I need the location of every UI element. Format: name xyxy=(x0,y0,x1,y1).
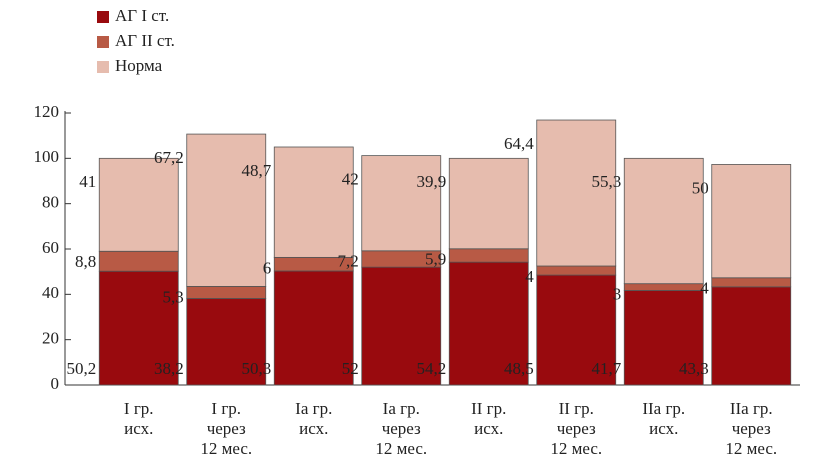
x-tick-label: IIa гр. исх. xyxy=(642,399,685,438)
bar-segment xyxy=(273,270,354,386)
bar-segment xyxy=(711,164,792,279)
legend-swatch xyxy=(97,61,109,73)
y-tick-label: 20 xyxy=(42,329,59,348)
value-label: 6 xyxy=(263,258,272,277)
value-label: 3 xyxy=(613,285,622,304)
x-tick-line: IIa гр. xyxy=(642,399,685,418)
x-tick-line: Ia гр. xyxy=(295,399,332,418)
value-label: 4 xyxy=(700,279,709,298)
x-tick-line: исх. xyxy=(299,419,328,438)
bar-segment xyxy=(536,274,617,386)
value-label: 41 xyxy=(79,172,96,191)
y-tick-label: 120 xyxy=(34,102,60,121)
x-tick-line: I гр. xyxy=(124,399,154,418)
value-label: 50,3 xyxy=(242,359,272,378)
x-tick-line: Ia гр. xyxy=(383,399,420,418)
bar-segment xyxy=(536,265,617,276)
legend-swatch xyxy=(97,11,109,23)
value-label: 5,3 xyxy=(163,287,184,306)
value-label: 41,7 xyxy=(592,359,622,378)
y-tick-label: 60 xyxy=(42,238,59,257)
x-tick-label: II гр. через 12 мес. xyxy=(550,399,602,458)
x-tick-label: I гр. исх. xyxy=(124,399,154,438)
x-tick-line: II гр. xyxy=(559,399,594,418)
x-tick-line: 12 мес. xyxy=(200,439,252,458)
value-label: 54,2 xyxy=(417,359,447,378)
x-tick-line: II гр. xyxy=(471,399,506,418)
x-tick-line: I гр. xyxy=(211,399,241,418)
x-tick-label: Ia гр. исх. xyxy=(295,399,332,438)
bar-segment xyxy=(186,285,267,299)
x-tick-label: II гр. исх. xyxy=(471,399,506,438)
value-label: 39,9 xyxy=(417,172,447,191)
x-tick-line: исх. xyxy=(649,419,678,438)
value-label: 64,4 xyxy=(504,134,534,153)
bar-segment xyxy=(361,155,442,252)
value-label: 48,5 xyxy=(504,359,534,378)
value-label: 42 xyxy=(342,170,359,189)
value-label: 43,3 xyxy=(679,359,709,378)
x-tick-label: IIa гр. через 12 мес. xyxy=(725,399,777,458)
bar-segment xyxy=(711,277,792,288)
bar-segment xyxy=(623,157,704,285)
x-tick-line: 12 мес. xyxy=(550,439,602,458)
value-label: 50,2 xyxy=(67,359,97,378)
bar-segment xyxy=(448,157,529,250)
value-label: 8,8 xyxy=(75,252,96,271)
legend-label: АГ II ст. xyxy=(115,31,175,50)
bar-segment xyxy=(536,119,617,267)
x-tick-line: 12 мес. xyxy=(725,439,777,458)
x-tick-line: через xyxy=(732,419,771,438)
x-tick-line: через xyxy=(207,419,246,438)
x-tick-label: Ia гр. через 12 мес. xyxy=(375,399,427,458)
bar-segment xyxy=(273,146,354,258)
value-label: 48,7 xyxy=(242,161,272,180)
bar-segment xyxy=(711,286,792,386)
bar-segment xyxy=(186,298,267,386)
value-label: 55,3 xyxy=(592,172,622,191)
value-label: 38,2 xyxy=(154,359,184,378)
x-tick-line: 12 мес. xyxy=(375,439,427,458)
legend-swatch xyxy=(97,36,109,48)
value-label: 4 xyxy=(525,267,534,286)
value-label: 5,9 xyxy=(425,250,446,269)
value-label: 67,2 xyxy=(154,148,184,167)
value-label: 7,2 xyxy=(338,252,359,271)
x-tick-line: IIa гр. xyxy=(730,399,773,418)
bar-segment xyxy=(186,133,267,287)
legend-label: АГ I ст. xyxy=(115,6,169,25)
bar-segment xyxy=(623,283,704,291)
value-label: 52 xyxy=(342,359,359,378)
y-tick-label: 80 xyxy=(42,193,59,212)
bar-segment xyxy=(98,270,179,386)
x-tick-line: через xyxy=(557,419,596,438)
x-tick-line: исх. xyxy=(474,419,503,438)
bar-segment xyxy=(98,157,179,252)
x-tick-line: через xyxy=(382,419,421,438)
y-tick-label: 0 xyxy=(51,374,60,393)
legend-label: Норма xyxy=(115,56,163,75)
y-tick-label: 40 xyxy=(42,283,59,302)
bar-segment xyxy=(448,248,529,263)
x-tick-label: I гр. через 12 мес. xyxy=(200,399,252,458)
value-label: 50 xyxy=(692,178,709,197)
bar-segment xyxy=(98,250,179,272)
y-tick-label: 100 xyxy=(34,147,60,166)
x-tick-line: исх. xyxy=(124,419,153,438)
bar-segment xyxy=(448,261,529,386)
